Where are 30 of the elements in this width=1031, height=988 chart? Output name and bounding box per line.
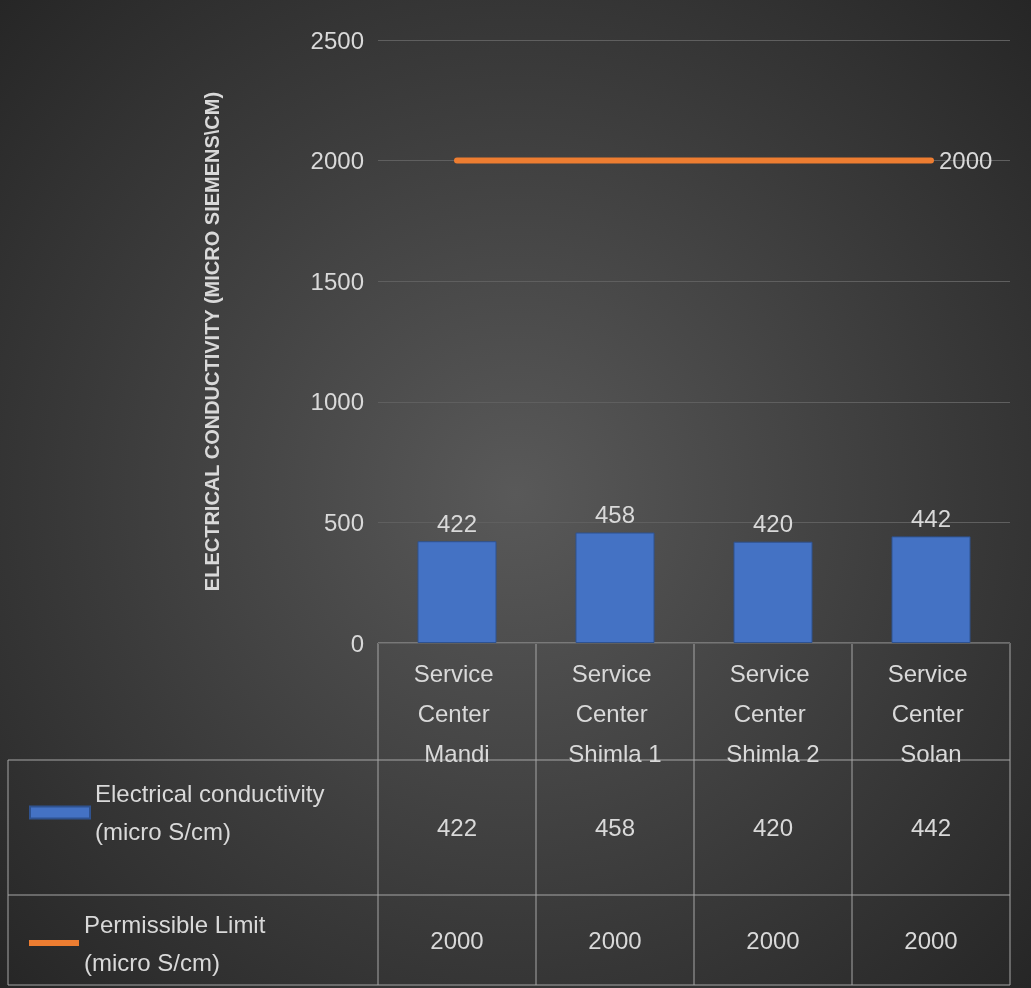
bar [417,541,497,643]
bar [891,536,971,643]
text: 458 [594,501,636,529]
data-label: 420 [752,814,794,841]
y-axis-title: ELECTRICAL CONDUCTIVITY (MICRO SIEMENS\CM) [201,91,223,592]
text: 442 [910,504,952,532]
y-tick-label: 1500 [310,267,364,295]
text: 2000 [904,926,958,954]
y-tick-label: 2500 [310,26,364,54]
x-tick-label: Service Center Shimla 2 [726,659,820,767]
legend-label: Electrical conductivity (micro S/cm) [95,780,332,845]
text: 422 [436,509,478,537]
text: 2000 [588,926,642,954]
data-label: 422 [436,814,478,841]
y-tick-label: 2000 [310,147,364,175]
data-label: 458 [594,814,636,841]
text: 2000 [746,926,800,954]
legend-label: Permissible Limit (micro S/cm) [84,910,273,976]
y-tick-label: 0 [350,629,364,657]
y-tick-label: 1000 [310,388,364,416]
x-tick-label: Service Center Solan [887,659,975,767]
data-label: 442 [910,814,952,841]
y-tick-label: 500 [323,508,364,536]
bar [575,532,655,643]
x-tick-label: Service Center Shimla 1 [568,659,662,767]
text: 420 [752,510,794,538]
data-label: 2000 [939,147,993,175]
x-tick-label: Service Center Mandi [413,659,501,767]
bar [733,541,813,643]
text: 2000 [430,926,484,954]
